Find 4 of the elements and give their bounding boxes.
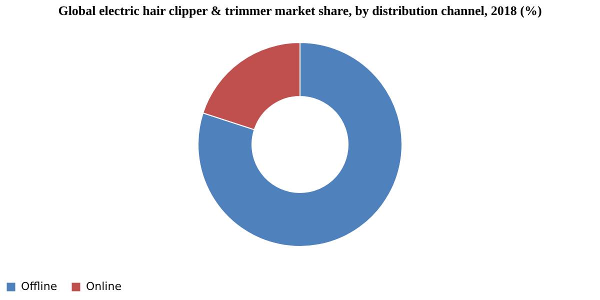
chart-title: Global electric hair clipper & trimmer market share, by distribution channel, 2018 (%) — [58, 3, 542, 18]
donut-slice — [198, 42, 402, 247]
legend-label: Online — [86, 280, 122, 293]
legend-label: Offline — [21, 280, 58, 293]
